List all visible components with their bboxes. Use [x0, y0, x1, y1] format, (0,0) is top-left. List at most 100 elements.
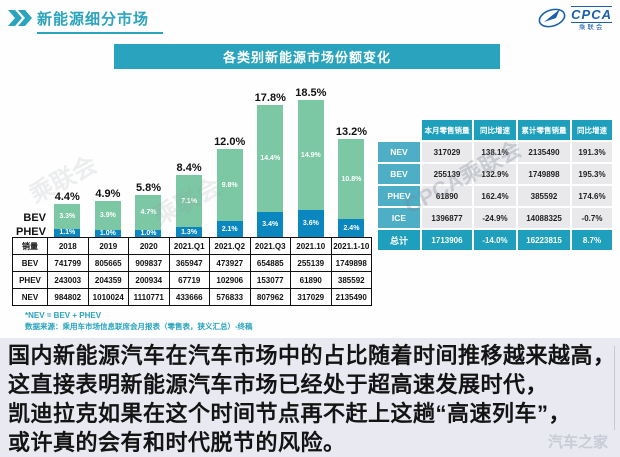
autohome-watermark: 汽车之家: [547, 434, 608, 451]
double-chevron-icon: [8, 10, 32, 26]
table-cell: 204359: [87, 271, 129, 289]
bar-segment-phev: 2.4%: [338, 219, 365, 237]
summary-cell: -24.9%: [474, 208, 516, 228]
table-row-NEV: NEV 984802 1010024 1110771 433666 576833 80796…: [12, 288, 372, 306]
bar-total-label: 17.8%: [254, 92, 286, 105]
bar-segment-phev: 1.1%: [54, 228, 81, 237]
chart-footnote: *NEV = BEV + PHEV 数据来源：乘用车市场信息联席会月报表（零售表…: [25, 311, 253, 332]
table-cell: 365947: [168, 254, 210, 272]
table-cell: 243003: [47, 271, 89, 289]
summary-cell: 1396877: [422, 208, 472, 228]
summary-cell: 16223815: [518, 230, 570, 250]
table-header-cell: 2021.Q2: [209, 237, 251, 255]
bar-total-label: 5.8%: [135, 181, 162, 194]
bar-segment-bev: 10.8%: [338, 139, 365, 220]
summary-header-row: 本月零售销量 同比增速 累计零售销量 同比增速: [378, 120, 612, 140]
bar-segment-bev: 14.4%: [257, 105, 284, 212]
summary-cell: -14.0%: [474, 230, 516, 250]
bar-total-label: 4.9%: [95, 187, 121, 200]
commentary-line: 国内新能源汽车在汽车市场中的占比随着时间推移越来越高，: [8, 343, 616, 368]
summary-cell: 8.7%: [572, 230, 612, 250]
table-header-cell: 2019: [87, 237, 129, 255]
page-title: 新能源细分市场: [37, 8, 164, 34]
table-cell: 61890: [290, 271, 332, 289]
summary-row-label: PHEV: [378, 186, 420, 206]
summary-cell: 191.3%: [572, 142, 612, 162]
table-cell: 805665: [87, 254, 129, 272]
summary-cell: 14088325: [518, 208, 570, 228]
summary-row-label: 总计: [378, 230, 420, 250]
stacked-bar-chart: BEV PHEV 4.4% 3.3% 1.1% 4.9% 3.9% 1.0% 5.8% 4.7…: [12, 84, 372, 238]
table-cell: 433666: [168, 288, 210, 306]
bar-segment-phev: 1.0%: [94, 229, 121, 237]
table-cell: 1749898: [330, 254, 372, 272]
table-header-row: 销量 2018 2019 2020 2021.Q1 2021.Q2 2021.Q3 2021.…: [12, 237, 372, 255]
summary-cell: 1713906: [422, 230, 472, 250]
bar-segment-phev: 1.3%: [176, 227, 203, 237]
chart-title-banner: 各类别新能源市场份额变化: [114, 44, 500, 69]
table-row-PHEV: PHEV 243003 204359 200934 67719 102906 153077 6…: [12, 271, 372, 289]
chart-bar-2021.10: 18.5% 14.9% 3.6%: [291, 87, 332, 237]
table-cell: 200934: [128, 271, 170, 289]
summary-cell: 61890: [422, 186, 472, 206]
summary-cell: 1749898: [518, 164, 570, 184]
bar-total-label: 13.2%: [335, 126, 368, 139]
table-cell: 2135490: [330, 288, 372, 306]
chart-bar-2020: 5.8% 4.7% 1.0%: [128, 182, 169, 237]
bar-total-label: 8.4%: [176, 161, 202, 174]
summary-row-BEV: BEV 255139 132.9% 1749898 195.3%: [378, 164, 612, 184]
summary-row-label: BEV: [378, 164, 420, 184]
bar-segment-phev: 2.1%: [216, 221, 243, 237]
retail-summary-table: 本月零售销量 同比增速 累计零售销量 同比增速 NEV 317029 138.1% 21354…: [376, 118, 614, 252]
commentary-line: 这直接表明新能源汽车市场已经处于超高速发展时代，: [8, 372, 549, 397]
bar-segment-phev: 3.6%: [297, 210, 324, 237]
chart-axis-labels: BEV PHEV: [12, 84, 47, 238]
sales-volume-table: 销量 2018 2019 2020 2021.Q1 2021.Q2 2021.Q3 2021.…: [12, 237, 372, 306]
summary-cell: 2135490: [518, 142, 570, 162]
summary-row-label: ICE: [378, 208, 420, 228]
table-cell: 654885: [249, 254, 291, 272]
right-edge-divider: [614, 346, 615, 430]
summary-cell: 174.6%: [572, 186, 612, 206]
table-header-cell: 销量: [12, 237, 48, 255]
cpca-wordmark: CPCA: [571, 6, 612, 24]
summary-cell: 162.4%: [474, 186, 516, 206]
table-header-cell: 2020: [128, 237, 170, 255]
bar-segment-bev: 7.1%: [176, 174, 203, 228]
table-cell: 741799: [47, 254, 89, 272]
table-header-cell: 2021.Q3: [249, 237, 291, 255]
table-cell: NEV: [12, 288, 48, 306]
bar-segment-bev: 4.7%: [135, 194, 162, 230]
summary-cell: 195.3%: [572, 164, 612, 184]
footnote-formula: *NEV = BEV + PHEV: [25, 311, 102, 320]
summary-header-cell: 累计零售销量: [518, 120, 570, 140]
bar-segment-bev: 3.3%: [54, 204, 81, 229]
summary-row-ICE: ICE 1396877 -24.9% 14088325 -0.7%: [378, 208, 612, 228]
bar-segment-bev: 14.9%: [297, 100, 324, 211]
table-cell: 1010024: [87, 288, 129, 306]
summary-header-cell: 同比增速: [474, 120, 516, 140]
chart-bar-2021.Q2: 12.0% 9.8% 2.1%: [209, 136, 250, 237]
chart-bar-2019: 4.9% 3.9% 1.0%: [88, 188, 129, 237]
summary-row-NEV: NEV 317029 138.1% 2135490 191.3%: [378, 142, 612, 162]
page-header: 新能源细分市场: [8, 8, 164, 34]
summary-row-label: NEV: [378, 142, 420, 162]
table-cell: BEV: [12, 254, 48, 272]
bar-segment-phev: 1.0%: [135, 229, 162, 237]
bar-total-label: 18.5%: [295, 87, 327, 100]
summary-corner-cell: [378, 120, 420, 140]
summary-row-总计: 总计 1713906 -14.0% 16223815 8.7%: [378, 230, 612, 250]
summary-cell: 317029: [422, 142, 472, 162]
table-cell: 1110771: [128, 288, 170, 306]
table-cell: 67719: [168, 271, 210, 289]
table-row-BEV: BEV 741799 805665 909837 365947 473927 654885 2…: [12, 254, 372, 272]
commentary-line: 凯迪拉克如果在这个时间节点再不赶上这趟“高速列车”，: [8, 401, 572, 426]
table-header-cell: 2021.10: [290, 237, 332, 255]
commentary-section: 国内新能源汽车在汽车市场中的占比随着时间推移越来越高， 这直接表明新能源汽车市场…: [0, 338, 620, 457]
table-cell: 385592: [330, 271, 372, 289]
summary-cell: 385592: [518, 186, 570, 206]
table-cell: PHEV: [12, 271, 48, 289]
table-header-cell: 2021.1-10: [330, 237, 372, 255]
table-cell: 255139: [290, 254, 332, 272]
